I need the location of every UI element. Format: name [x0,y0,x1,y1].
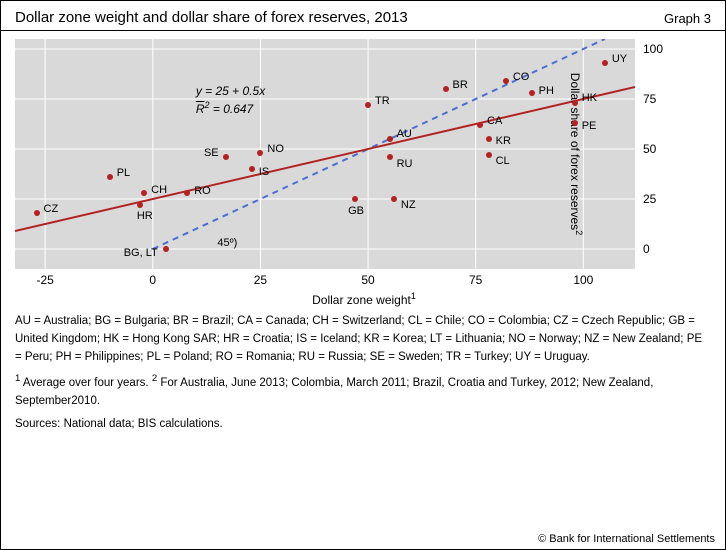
data-point [443,86,449,92]
data-point [387,136,393,142]
country-code-legend: AU = Australia; BG = Bulgaria; BR = Braz… [1,307,725,368]
sources-line: Sources: National data; BIS calculations… [1,412,725,432]
figure-frame: Dollar zone weight and dollar share of f… [0,0,726,550]
y-tick-label: 50 [643,142,656,156]
data-point [391,196,397,202]
footnote-1-text: Average over four years. [20,377,151,389]
scatter-plot: y = 25 + 0.5xR2 = 0.647 Dollar share of … [15,39,635,269]
chart-title: Dollar zone weight and dollar share of f… [15,9,408,26]
y-tick-label: 0 [643,242,650,256]
x-axis-label: Dollar zone weight1 [15,291,713,307]
plot-svg [15,39,635,269]
y-tick-label: 25 [643,192,656,206]
data-point [107,174,113,180]
x-tick-label: -25 [36,273,53,287]
data-point [365,102,371,108]
y-axis-label: Dollar share of forex reserves2 [568,73,584,235]
graph-number: Graph 3 [664,11,711,26]
data-point [486,136,492,142]
y-tick-label: 75 [643,92,656,106]
data-point [257,150,263,156]
regression-equation: y = 25 + 0.5xR2 = 0.647 [196,83,265,117]
data-point [486,152,492,158]
data-point [184,190,190,196]
data-point [352,196,358,202]
data-point [34,210,40,216]
data-point [572,120,578,126]
header-bar: Dollar zone weight and dollar share of f… [1,1,725,31]
y-tick-label: 100 [643,42,663,56]
footnotes: 1 Average over four years. 2 For Austral… [1,368,725,411]
data-point [477,122,483,128]
data-point [163,246,169,252]
x-tick-label: 50 [361,273,374,287]
data-point [503,78,509,84]
data-point [223,154,229,160]
data-point [387,154,393,160]
x-tick-label: 0 [149,273,156,287]
data-point [137,202,143,208]
data-point [249,166,255,172]
data-point [141,190,147,196]
data-point [602,60,608,66]
plot-wrap: y = 25 + 0.5xR2 = 0.647 Dollar share of … [15,39,713,307]
copyright-line: © Bank for International Settlements [538,533,715,545]
x-tick-label: 100 [573,273,593,287]
equation-line-1: y = 25 + 0.5x [196,83,265,99]
data-point [529,90,535,96]
x-tick-label: 25 [254,273,267,287]
x-tick-label: 75 [469,273,482,287]
data-point [572,100,578,106]
equation-line-2: R2 = 0.647 [196,99,265,117]
